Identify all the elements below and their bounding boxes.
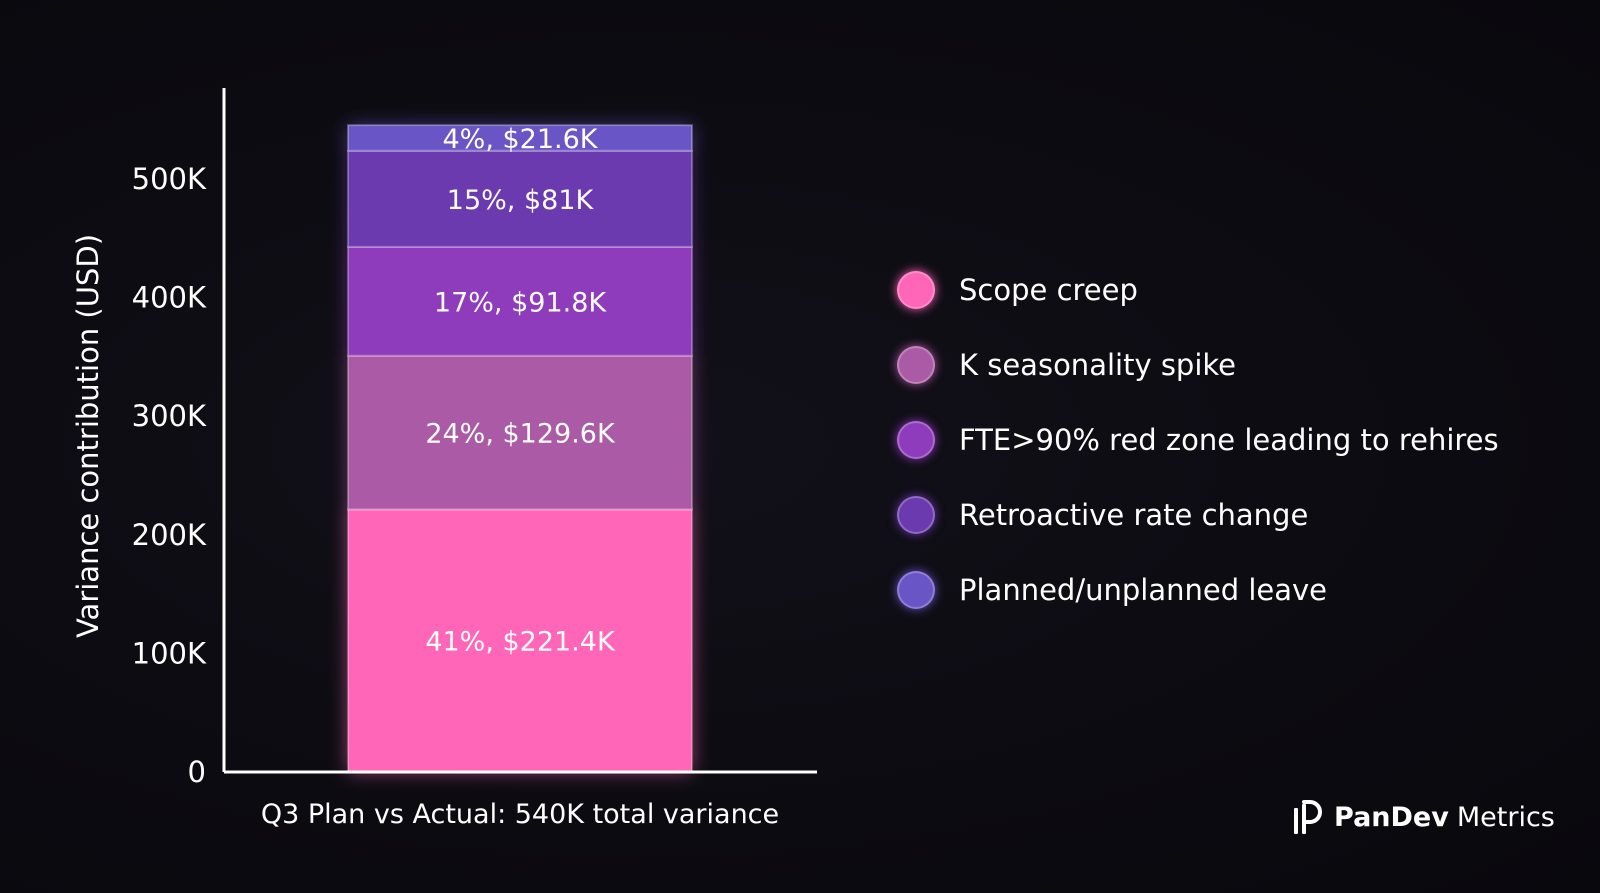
- pandev-logo-icon: [1294, 800, 1322, 834]
- brand-logo-group: PanDev Metrics: [1292, 798, 1555, 836]
- y-axis-title: Variance contribution (USD): [71, 234, 105, 638]
- legend-swatch: [897, 271, 935, 309]
- legend-item-scope-creep: Scope creep: [897, 270, 1587, 310]
- brand-name-light: Metrics: [1456, 801, 1555, 833]
- legend-label: K seasonality spike: [959, 348, 1237, 382]
- brand-name-bold: PanDev: [1334, 801, 1449, 833]
- legend-swatch: [897, 346, 935, 384]
- legend-swatch: [897, 421, 935, 459]
- legend-swatch: [897, 496, 935, 534]
- bar-segments: [347, 124, 693, 773]
- data-label-k-seasonality-spike: 24%, $129.6K: [425, 419, 616, 450]
- y-tick-label: 0: [188, 755, 206, 789]
- bar-segment-retroactive-rate-change: [347, 149, 693, 248]
- y-tick-label: 400K: [132, 281, 207, 315]
- bar-segment-scope-creep: [347, 508, 693, 773]
- y-tick-label: 500K: [132, 162, 207, 196]
- legend-item-k-seasonality-spike: K seasonality spike: [897, 345, 1587, 385]
- y-tick-label: 200K: [132, 518, 207, 552]
- bar-segment-planned-unplanned-leave: [347, 124, 693, 152]
- y-tick-label: 300K: [132, 399, 207, 433]
- legend-label: Planned/unplanned leave: [959, 573, 1327, 607]
- legend-swatch: [897, 571, 935, 609]
- data-label-retroactive-rate-change: 15%, $81K: [447, 185, 595, 216]
- legend-item-fte-90-red-zone-leading-to-rehires: FTE>90% red zone leading to rehires: [897, 420, 1587, 460]
- data-label-fte-90-red-zone-leading-to-rehires: 17%, $91.8K: [434, 287, 607, 318]
- legend: Scope creep K seasonality spike FTE>90% re…: [897, 270, 1587, 645]
- legend-item-planned-unplanned-leave: Planned/unplanned leave: [897, 570, 1587, 610]
- bar-segment-k-seasonality-spike: [347, 354, 693, 511]
- x-category-label: Q3 Plan vs Actual: 540K total variance: [261, 799, 779, 830]
- data-label-planned-unplanned-leave: 4%, $21.6K: [443, 124, 599, 155]
- segment-labels: 41%, $221.4K 24%, $129.6K 17%, $91.8K 15%, …: [425, 124, 616, 658]
- data-label-scope-creep: 41%, $221.4K: [425, 627, 616, 658]
- y-tick-labels: 0 100K 200K 300K 400K 500K: [132, 162, 207, 789]
- bar-segment-fte-90-red-zone-leading-to-rehires: [347, 245, 693, 357]
- legend-label: Scope creep: [959, 273, 1138, 307]
- y-tick-label: 100K: [132, 636, 207, 670]
- axes: [222, 88, 817, 774]
- legend-label: FTE>90% red zone leading to rehires: [959, 423, 1499, 457]
- legend-label: Retroactive rate change: [959, 498, 1309, 532]
- legend-item-retroactive-rate-change: Retroactive rate change: [897, 495, 1587, 535]
